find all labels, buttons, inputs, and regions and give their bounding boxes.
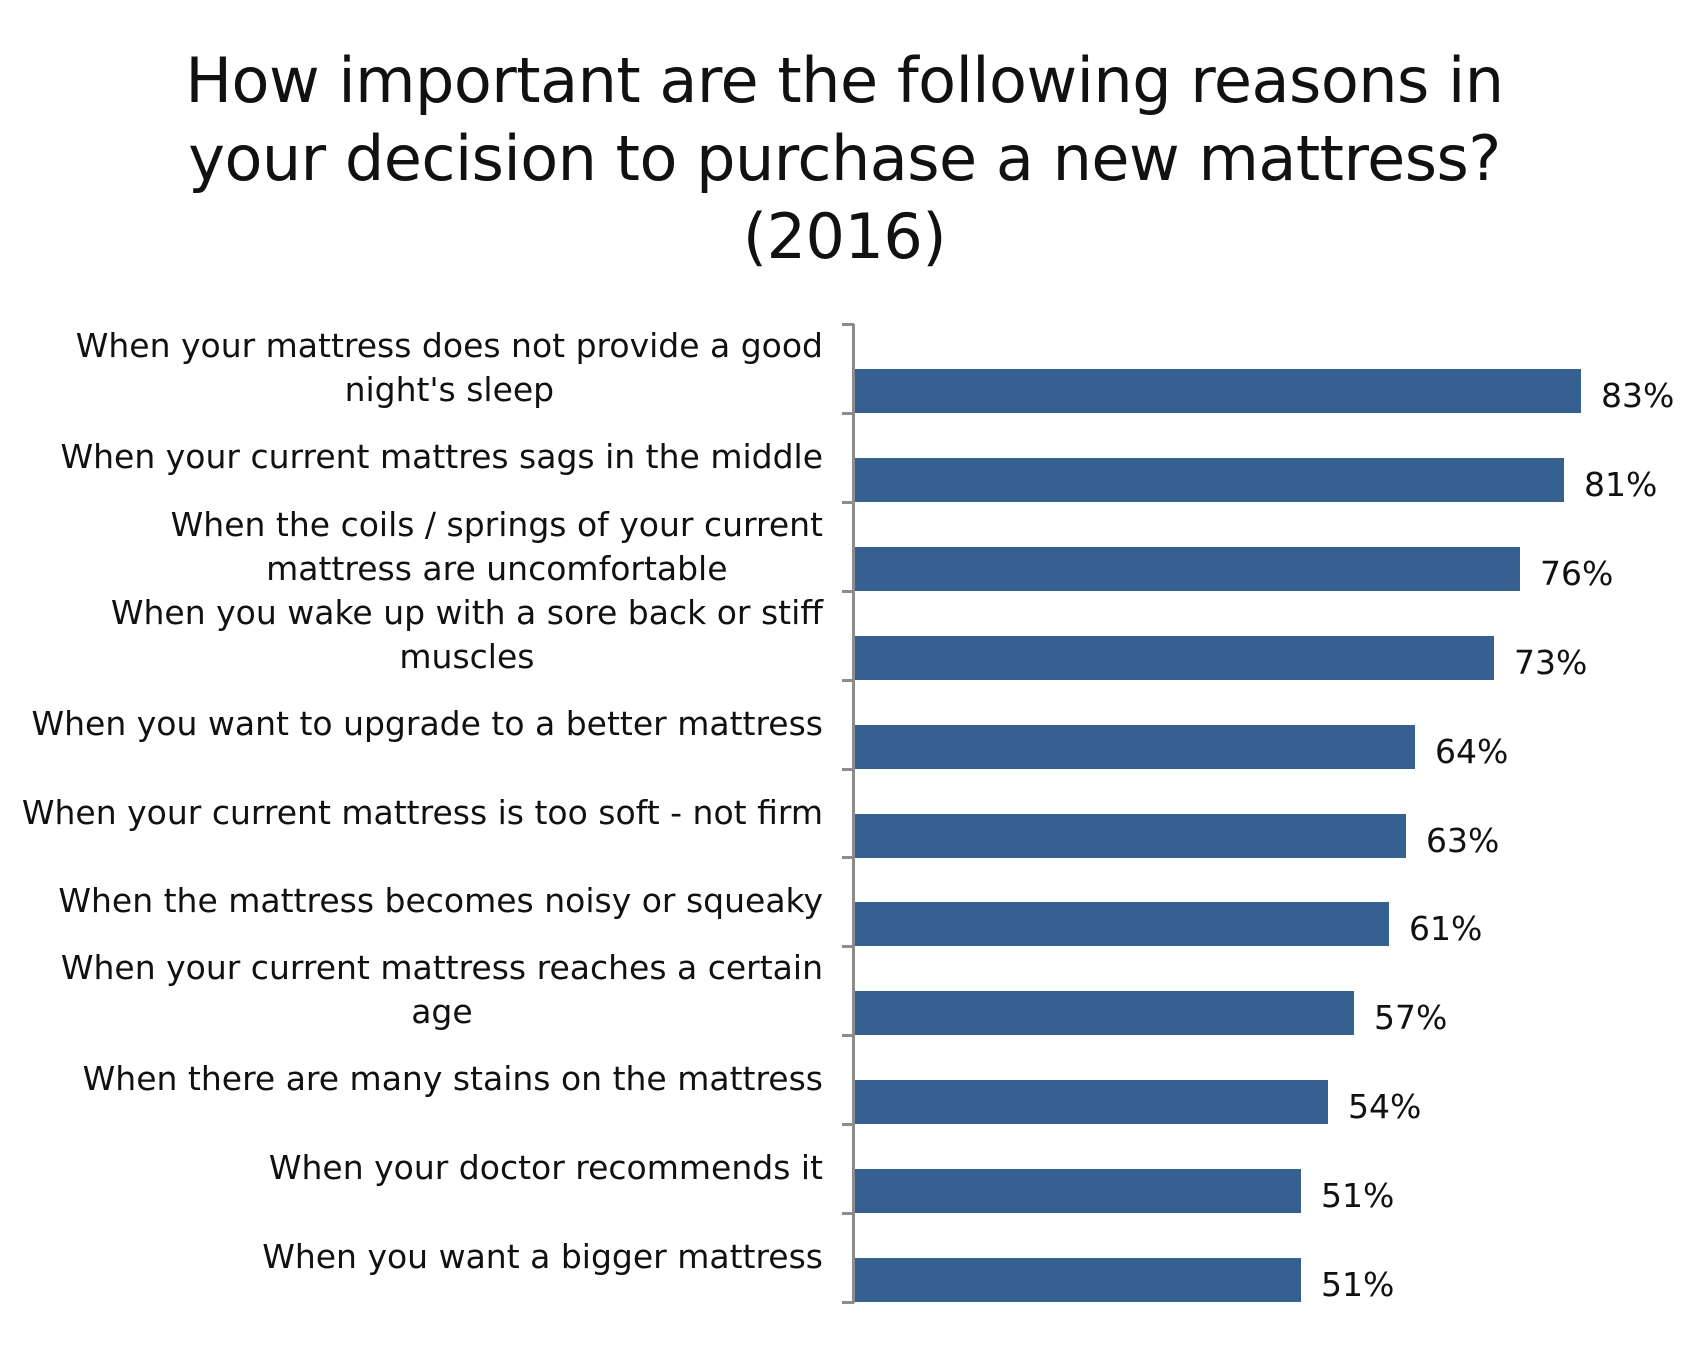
category-label: When there are many stains on the mattre…	[83, 1057, 823, 1101]
category-label: When your current mattres sags in the mi…	[61, 435, 824, 479]
chart-title-line-2: your decision to purchase a new mattress…	[188, 122, 1501, 195]
data-label: 73%	[1514, 643, 1588, 682]
axis-tick	[842, 412, 854, 415]
bar	[855, 991, 1354, 1035]
bar	[855, 636, 1494, 680]
axis-tick	[842, 768, 854, 771]
axis-tick	[842, 1301, 854, 1304]
category-label: When your current mattress is too soft -…	[22, 791, 823, 835]
category-label-line: When the mattress becomes noisy or squea…	[58, 881, 823, 920]
category-label-line: When your doctor recommends it	[268, 1148, 823, 1187]
category-label-line: When your current mattress is too soft -…	[21, 793, 823, 832]
axis-tick	[842, 501, 854, 504]
category-label-line: When your current mattres sags in the mi…	[60, 437, 824, 476]
category-label-line: When the coils / springs of your current	[170, 505, 823, 544]
bar	[855, 1258, 1301, 1302]
category-label: When the coils / springs of your current…	[171, 503, 823, 591]
bar	[855, 725, 1415, 769]
category-label-line: When you want to upgrade to a better mat…	[31, 704, 823, 743]
category-label-line: night's sleep	[344, 370, 555, 409]
bar	[855, 814, 1406, 858]
axis-tick	[842, 1034, 854, 1037]
category-label-line: age	[411, 992, 473, 1031]
axis-tick	[842, 1212, 854, 1215]
category-label-line: When your mattress does not provide a go…	[75, 326, 823, 365]
data-label: 51%	[1321, 1265, 1395, 1304]
data-label: 83%	[1601, 376, 1675, 415]
category-label: When your doctor recommends it	[269, 1146, 823, 1190]
data-label: 51%	[1321, 1176, 1395, 1215]
chart-title-line-1: How important are the following reasons …	[185, 44, 1504, 117]
bar	[855, 1080, 1328, 1124]
category-label-line: muscles	[399, 637, 535, 676]
data-label: 64%	[1435, 732, 1509, 771]
category-label-line: When your current mattress reaches a cer…	[60, 948, 823, 987]
data-label: 57%	[1374, 998, 1448, 1037]
axis-tick	[842, 856, 854, 859]
bar	[855, 1169, 1301, 1213]
category-label: When your mattress does not provide a go…	[76, 324, 823, 412]
bar	[855, 458, 1564, 502]
chart-title: How important are the following reasons …	[0, 42, 1689, 276]
data-label: 81%	[1584, 465, 1658, 504]
data-label: 54%	[1348, 1087, 1422, 1126]
chart-title-line-3: (2016)	[742, 200, 947, 273]
bar	[855, 369, 1581, 413]
axis-tick	[842, 590, 854, 593]
category-axis	[852, 324, 855, 1303]
category-label-line: When you wake up with a sore back or sti…	[110, 593, 823, 632]
data-label: 63%	[1426, 821, 1500, 860]
category-label: When you want to upgrade to a better mat…	[32, 702, 823, 746]
axis-tick	[842, 945, 854, 948]
data-label: 76%	[1540, 554, 1614, 593]
category-label-line: mattress are uncomfortable	[266, 549, 728, 588]
category-label-line: When there are many stains on the mattre…	[82, 1059, 823, 1098]
axis-tick	[842, 1123, 854, 1126]
axis-tick	[842, 323, 854, 326]
category-label: When you wake up with a sore back or sti…	[111, 591, 823, 679]
bar	[855, 902, 1389, 946]
category-label: When your current mattress reaches a cer…	[61, 946, 823, 1034]
category-label-line: When you want a bigger mattress	[262, 1237, 823, 1276]
data-label: 61%	[1409, 909, 1483, 948]
category-label: When the mattress becomes noisy or squea…	[58, 879, 823, 923]
axis-tick	[842, 679, 854, 682]
bar	[855, 547, 1520, 591]
category-label: When you want a bigger mattress	[262, 1235, 823, 1279]
